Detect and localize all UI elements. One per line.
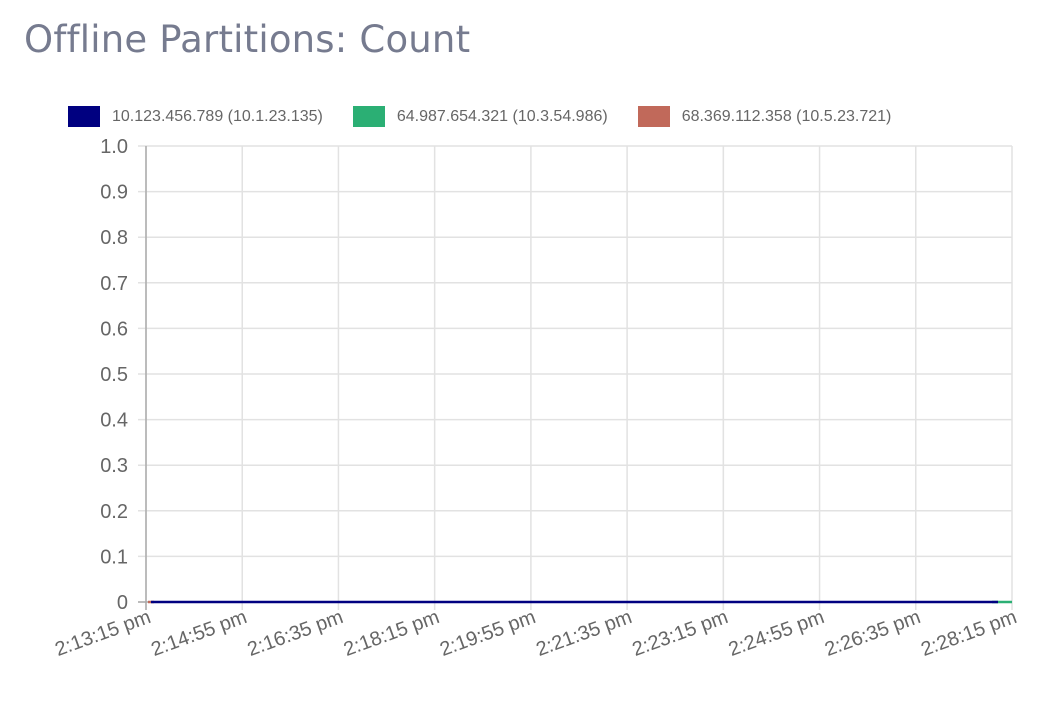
legend-label: 68.369.112.358 (10.5.23.721): [681, 107, 892, 125]
grid-lines: [138, 145, 1013, 610]
x-tick-label: 2:24:55 pm: [726, 606, 828, 661]
y-tick-label: 0.8: [100, 227, 128, 249]
x-tick-label: 2:18:15 pm: [341, 606, 443, 661]
y-tick-label: 0.4: [100, 410, 128, 432]
x-tick-label: 2:19:55 pm: [437, 606, 539, 661]
x-tick-label: 2:21:35 pm: [533, 606, 635, 661]
y-tick-label: 1.0: [100, 136, 128, 158]
y-axis: 1.0 0.9 0.8 0.7 0.6 0.5 0.4 0.3 0.2 0.1 0: [100, 136, 147, 614]
legend-swatch-green: [352, 106, 385, 127]
y-tick-label: 0.9: [100, 182, 128, 204]
y-tick-label: 0.5: [100, 364, 128, 386]
x-tick-label: 2:14:55 pm: [148, 606, 250, 661]
legend-item-series-2[interactable]: 64.987.654.321 (10.3.54.986): [352, 106, 608, 127]
x-tick-label: 2:13:15 pm: [52, 606, 154, 661]
y-tick-label: 0.7: [100, 273, 128, 295]
x-tick-label: 2:16:35 pm: [245, 606, 347, 661]
y-tick-label: 0.6: [100, 318, 128, 340]
x-tick-label: 2:28:15 pm: [918, 606, 1020, 661]
x-tick-label: 2:26:35 pm: [822, 606, 924, 661]
legend-label: 10.123.456.789 (10.1.23.135): [112, 107, 323, 125]
legend-label: 64.987.654.321 (10.3.54.986): [396, 107, 608, 125]
y-tick-label: 0: [117, 592, 128, 614]
legend-item-series-3[interactable]: 68.369.112.358 (10.5.23.721): [637, 106, 892, 127]
chart-legend: 10.123.456.789 (10.1.23.135) 64.987.654.…: [68, 106, 921, 127]
chart-title: Offline Partitions: Count: [24, 18, 471, 61]
y-tick-label: 0.3: [100, 455, 128, 477]
legend-item-series-1[interactable]: 10.123.456.789 (10.1.23.135): [68, 106, 323, 127]
legend-swatch-salmon: [637, 106, 670, 127]
y-tick-label: 0.1: [100, 546, 128, 568]
x-axis: 2:13:15 pm2:14:55 pm2:16:35 pm2:18:15 pm…: [52, 601, 1020, 661]
legend-swatch-navy: [68, 106, 100, 127]
x-tick-label: 2:23:15 pm: [629, 606, 731, 661]
y-tick-label: 0.2: [100, 501, 128, 523]
